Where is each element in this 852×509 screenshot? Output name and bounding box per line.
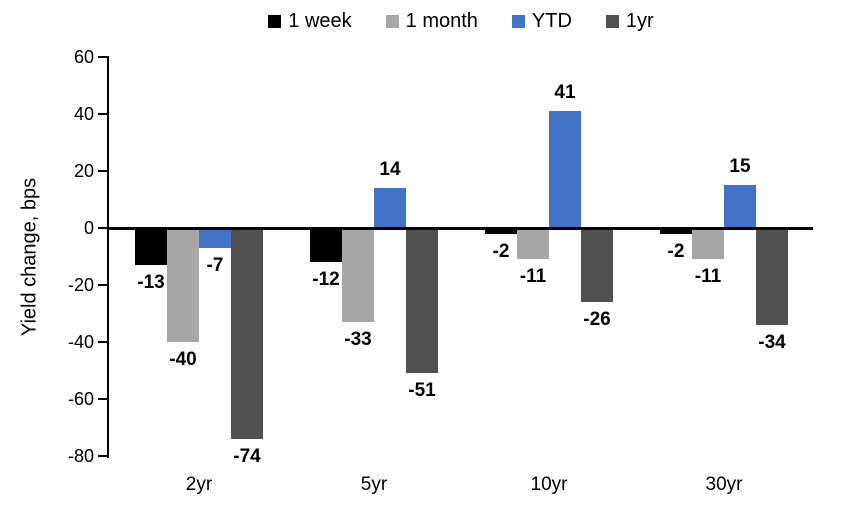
legend-label: 1 week — [288, 9, 352, 32]
y-axis-tick — [98, 56, 107, 58]
y-axis-tick-label: -60 — [67, 389, 94, 409]
y-axis-tick-label: -40 — [67, 332, 94, 352]
legend-swatch-icon — [385, 14, 399, 28]
y-axis-tick — [98, 170, 107, 172]
legend-swatch-icon — [605, 14, 619, 28]
bar-1yr-30yr — [756, 228, 788, 325]
x-axis-category-label: 10yr — [530, 474, 568, 495]
legend-label: 1 month — [405, 9, 478, 32]
y-axis-tick — [98, 455, 107, 457]
data-label: 14 — [379, 159, 401, 180]
y-axis-tick-label: 40 — [73, 104, 94, 124]
x-axis-category-label: 5yr — [360, 474, 388, 495]
x-axis-category-label: 30yr — [705, 474, 743, 495]
legend-item-1-month: 1 month — [385, 9, 478, 33]
legend-item-1-week: 1 week — [268, 9, 352, 33]
y-axis-tick-label: 60 — [73, 47, 94, 67]
data-label: 41 — [554, 82, 576, 103]
bar-YTD-5yr — [374, 188, 406, 228]
y-axis-tick — [98, 113, 107, 115]
bar-YTD-2yr — [199, 228, 231, 248]
legend-item-YTD: YTD — [511, 9, 572, 33]
data-label: -74 — [233, 446, 261, 467]
y-axis-tick-label: -20 — [67, 275, 94, 295]
legend-label: YTD — [531, 9, 572, 32]
legend-item-1yr: 1yr — [605, 9, 654, 33]
bar-1-week-30yr — [660, 228, 692, 234]
bar-YTD-30yr — [724, 185, 756, 228]
legend-label: 1yr — [625, 9, 654, 32]
y-axis-line — [107, 56, 109, 458]
data-label: -51 — [408, 380, 436, 401]
bar-1-week-10yr — [485, 228, 517, 234]
y-axis-tick-label: -80 — [67, 446, 94, 466]
y-axis-tick-label: 20 — [73, 161, 94, 181]
data-label: 15 — [729, 156, 751, 177]
data-label: -33 — [344, 329, 372, 350]
x-axis-category-label: 2yr — [185, 474, 213, 495]
bar-1yr-5yr — [406, 228, 438, 373]
bar-1-month-2yr — [167, 228, 199, 342]
data-label: -40 — [169, 349, 197, 370]
legend-swatch-icon — [268, 14, 282, 28]
bar-1yr-2yr — [231, 228, 263, 439]
x-axis-line — [109, 227, 813, 230]
bar-YTD-10yr — [549, 111, 581, 228]
data-label: -11 — [694, 266, 722, 287]
y-axis-tick — [98, 341, 107, 343]
data-label: -2 — [492, 241, 510, 262]
y-axis-tick — [98, 227, 107, 229]
data-label: -11 — [519, 266, 547, 287]
bar-1-month-30yr — [692, 228, 724, 259]
data-label: -7 — [206, 255, 224, 276]
data-label: -12 — [312, 269, 340, 290]
bar-1yr-10yr — [581, 228, 613, 302]
y-axis-tick — [98, 398, 107, 400]
data-label: -13 — [137, 272, 165, 293]
y-axis-tick-label: 0 — [83, 218, 94, 238]
bar-1-week-2yr — [135, 228, 167, 265]
data-label: -34 — [758, 332, 786, 353]
bar-1-month-10yr — [517, 228, 549, 259]
legend-swatch-icon — [511, 14, 525, 28]
bar-1-month-5yr — [342, 228, 374, 322]
y-axis-tick — [98, 284, 107, 286]
bar-1-week-5yr — [310, 228, 342, 262]
data-label: -2 — [667, 241, 685, 262]
chart-legend: 1 week 1 month YTD 1yr — [109, 6, 813, 36]
data-label: -26 — [583, 309, 611, 330]
